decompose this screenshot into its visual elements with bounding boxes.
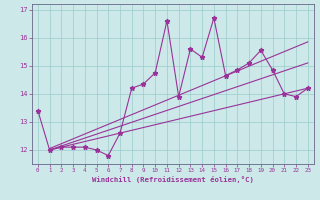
X-axis label: Windchill (Refroidissement éolien,°C): Windchill (Refroidissement éolien,°C) xyxy=(92,176,254,183)
